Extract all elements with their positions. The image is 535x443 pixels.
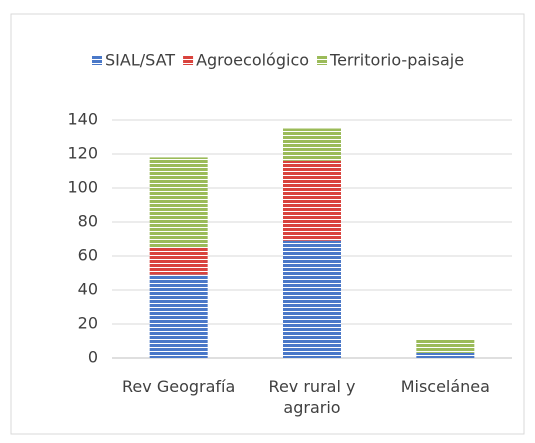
legend-label: SIAL/SAT [105, 51, 175, 70]
y-tick-label: 20 [78, 314, 98, 333]
y-tick-label: 80 [78, 212, 98, 231]
chart-border [10, 13, 525, 435]
legend-swatch [92, 55, 102, 65]
bar-segment [283, 240, 341, 358]
legend-swatch [183, 55, 194, 65]
y-tick-label: 0 [88, 348, 98, 367]
x-tick-label: Miscelánea [400, 377, 490, 396]
y-tick-label: 40 [78, 280, 98, 299]
legend-swatch [317, 55, 328, 65]
bar-segment [149, 247, 208, 275]
bar-segment [283, 128, 341, 161]
bar-segment [416, 339, 475, 353]
y-tick-label: 60 [78, 246, 98, 265]
bar-segment [149, 157, 208, 248]
x-tick-label: Rev Geografía [122, 377, 236, 396]
y-tick-label: 140 [67, 110, 98, 129]
legend-label: Territorio-paisaje [329, 51, 464, 70]
y-tick-label: 100 [67, 178, 98, 197]
x-tick-label: Rev rural y agrario [268, 377, 356, 417]
y-tick-label: 120 [67, 144, 98, 163]
bar-segment [149, 274, 208, 358]
bar-segment [283, 160, 341, 241]
bar-segment [416, 352, 475, 358]
legend-label: Agroecológico [196, 51, 309, 70]
